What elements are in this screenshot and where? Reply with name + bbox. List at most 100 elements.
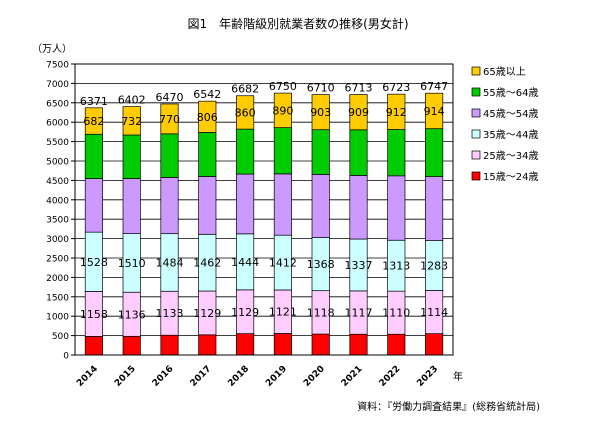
legend-swatch — [471, 150, 481, 160]
bars — [84, 92, 444, 356]
bar-segment — [387, 175, 406, 241]
legend-label: 15歳～24歳 — [483, 171, 538, 183]
legend: 65歳以上 55歳～64歳 45歳～54歳 35歳～44歳 25歳～34歳 15歳～24歳 — [471, 66, 538, 183]
total-label: 6402 — [118, 94, 146, 107]
data-label: 860 — [235, 106, 256, 119]
legend-label: 45歳～54歳 — [483, 108, 538, 120]
data-label: 1510 — [118, 257, 146, 270]
bar-segment — [84, 178, 103, 233]
x-tick-label: 2021 — [340, 364, 365, 389]
data-label: 1129 — [193, 307, 221, 320]
y-tick-label: 4500 — [46, 177, 69, 187]
data-label: 732 — [121, 115, 142, 128]
data-label: 1368 — [307, 258, 335, 271]
x-tick-label: 2018 — [226, 364, 251, 389]
bar-segment — [311, 129, 330, 175]
total-label: 6542 — [193, 88, 221, 101]
data-label: 1133 — [156, 307, 184, 320]
bar-segment — [273, 173, 292, 236]
bar-segment — [273, 127, 292, 175]
y-tick-label: 4000 — [46, 196, 69, 206]
bar-segment — [311, 333, 330, 356]
data-label: 1444 — [231, 256, 259, 269]
plot-frame — [74, 63, 454, 356]
bar-segment — [349, 333, 368, 356]
data-label: 1412 — [269, 257, 297, 270]
bar-segment — [122, 134, 141, 179]
bar-segment — [198, 334, 217, 356]
bar-segment — [273, 92, 292, 128]
x-tick-label: 2014 — [75, 364, 100, 389]
data-label: 1462 — [193, 257, 221, 270]
data-label: 1110 — [382, 307, 410, 320]
data-label: 1117 — [345, 307, 373, 320]
bar-segment — [236, 128, 255, 175]
data-label: 1528 — [80, 256, 108, 269]
bar-segment — [425, 333, 444, 356]
bar-segment — [84, 107, 103, 135]
data-label: 682 — [83, 115, 104, 128]
data-label: 1158 — [80, 308, 108, 321]
data-labels: 1158 1528 682 6371 1136 1510 732 6402 1133 1484 77… — [80, 80, 448, 321]
bar-segment — [84, 336, 103, 356]
total-label: 6750 — [269, 80, 297, 93]
data-label: 1118 — [307, 306, 335, 319]
bar-segment — [198, 132, 217, 177]
bar-segment — [160, 103, 179, 135]
legend-swatch — [471, 129, 481, 139]
bar-segment — [122, 106, 141, 136]
y-tick-label: 5000 — [46, 158, 69, 168]
total-label: 6371 — [80, 95, 108, 108]
bar-segment — [425, 176, 444, 242]
bar-segment — [349, 129, 368, 176]
y-tick-label: 1500 — [46, 293, 69, 303]
data-label: 909 — [348, 106, 369, 119]
y-tick-label: 6000 — [46, 119, 69, 129]
y-tick-label: 1000 — [46, 313, 69, 323]
x-tick-label: 2015 — [113, 364, 138, 389]
y-tick-label: 0 — [63, 352, 69, 362]
data-label: 1484 — [156, 256, 184, 269]
data-label: 1114 — [420, 306, 448, 319]
bar-segment — [425, 128, 444, 177]
y-axis-label: （万人） — [32, 43, 72, 55]
bar-segment — [387, 129, 406, 177]
legend-label: 65歳以上 — [483, 66, 526, 78]
legend-swatch — [471, 108, 481, 118]
bar-segment — [160, 334, 179, 356]
data-label: 912 — [386, 106, 407, 119]
data-label: 1136 — [118, 308, 146, 321]
legend-swatch — [471, 171, 481, 181]
bar-segment — [160, 177, 179, 235]
data-label: 1337 — [345, 259, 373, 272]
chart-title: 図1 年齢階級別就業者数の推移(男女計) — [188, 16, 409, 31]
x-axis-label: 年 — [453, 370, 463, 383]
data-label: 914 — [424, 105, 445, 118]
bar-segment — [387, 333, 406, 356]
bar-segment — [349, 175, 368, 240]
y-tick-label: 3500 — [46, 216, 69, 226]
x-tick-label: 2020 — [302, 364, 327, 389]
y-tick-label: 2000 — [46, 274, 69, 284]
data-label: 903 — [310, 106, 331, 119]
bar-segment — [84, 133, 103, 179]
bar-segment — [349, 94, 368, 131]
data-label: 770 — [159, 113, 180, 126]
bar-segment — [198, 100, 217, 133]
bar-segment — [311, 94, 330, 131]
bar-segment — [236, 95, 255, 130]
y-tick-label: 500 — [52, 332, 69, 342]
x-tick-label: 2017 — [189, 364, 214, 389]
y-tick-label: 7500 — [46, 61, 69, 71]
bar-segment — [198, 176, 217, 235]
legend-label: 25歳～34歳 — [483, 150, 538, 162]
data-label: 1129 — [231, 306, 259, 319]
bar-segment — [236, 173, 255, 235]
legend-swatch — [471, 66, 481, 76]
total-label: 6713 — [345, 82, 373, 95]
y-tick-label: 3000 — [46, 235, 69, 245]
bar-segment — [122, 335, 141, 356]
y-tick-label: 2500 — [46, 255, 69, 265]
